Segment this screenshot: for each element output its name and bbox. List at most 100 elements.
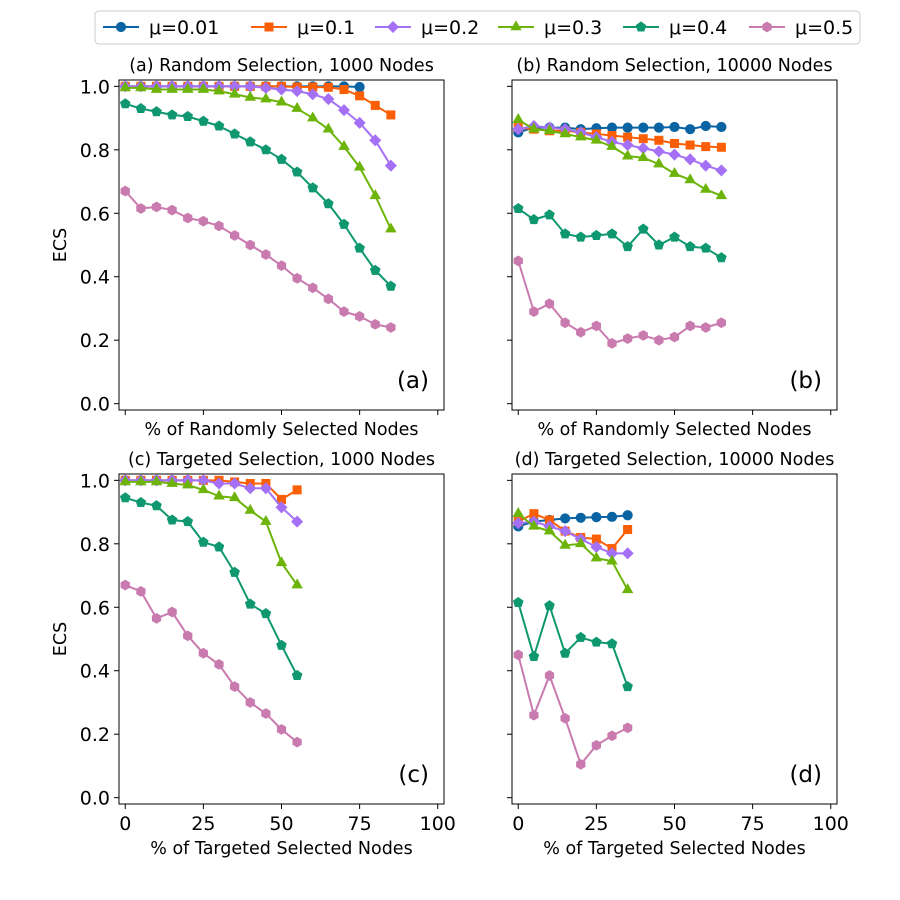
data-point [214, 659, 224, 670]
legend-marker [264, 22, 274, 32]
data-point [606, 140, 618, 150]
data-point [229, 128, 240, 139]
data-point [292, 272, 302, 284]
y-tick-label: 1.0 [80, 470, 110, 492]
y-tick-label: 0.6 [80, 203, 110, 225]
series-0-4 [512, 596, 633, 692]
data-point [354, 242, 365, 253]
data-point [276, 724, 287, 735]
data-point [275, 556, 288, 567]
legend-label: μ=0.2 [421, 17, 479, 39]
data-point [135, 496, 147, 508]
data-point [135, 81, 147, 92]
data-point [700, 182, 712, 193]
data-point [229, 681, 240, 692]
y-axis-label: ECS [51, 228, 71, 262]
legend-entry-0-1: μ=0.1 [251, 17, 355, 39]
data-point [512, 113, 524, 123]
data-point [182, 82, 194, 93]
y-tick-label: 0.2 [80, 724, 110, 746]
data-point [260, 514, 272, 525]
data-point [386, 322, 396, 333]
data-point [512, 517, 525, 530]
data-point [339, 85, 349, 95]
data-point [606, 122, 618, 133]
data-point [307, 182, 319, 193]
data-point [214, 220, 224, 232]
series-line [124, 190, 392, 329]
series-line [124, 584, 298, 743]
data-point [621, 547, 634, 560]
data-point [544, 298, 555, 310]
data-point [638, 330, 648, 341]
data-point [182, 516, 194, 527]
legend-entry-0-4: μ=0.4 [623, 17, 727, 39]
data-point [576, 326, 586, 338]
series-0-3 [512, 113, 728, 200]
data-point [529, 306, 539, 317]
data-point [701, 322, 711, 333]
legend-frame [94, 10, 861, 45]
data-point [668, 167, 681, 177]
data-point [685, 140, 695, 150]
data-point [512, 507, 524, 517]
data-point [621, 583, 634, 594]
data-point [622, 122, 633, 133]
series-0-3 [512, 507, 634, 594]
data-point [291, 101, 303, 112]
data-point [385, 222, 397, 233]
data-point [370, 318, 380, 330]
series-0-4 [119, 492, 303, 681]
legend: μ=0.01 μ=0.1 μ=0.2 μ=0.3 μ=0.4 μ=0.5 [94, 10, 861, 45]
data-point [685, 320, 695, 332]
data-point [591, 320, 602, 332]
x-tick-label: 100 [420, 813, 456, 835]
x-tick-label: 0 [512, 813, 524, 835]
series-0-3 [119, 81, 397, 233]
legend-entry-0-01: μ=0.01 [103, 17, 219, 39]
x-axis-label: % of Randomly Selected Nodes [537, 420, 811, 440]
data-point [669, 231, 680, 242]
data-point [323, 293, 334, 305]
data-point [150, 82, 163, 93]
data-point [183, 630, 193, 642]
series-0-5 [513, 649, 633, 770]
panels-layer: 0.0 0.2 0.4 0.6 0.8 1.0 (a) Random Selection, … [51, 56, 849, 859]
data-point [590, 133, 603, 144]
data-point [716, 121, 727, 133]
data-point [701, 142, 711, 152]
data-point [355, 91, 365, 101]
x-tick-label: 50 [662, 813, 686, 835]
panel-label: (a) [397, 368, 429, 394]
data-point [244, 90, 256, 101]
data-point [136, 203, 146, 214]
data-point [307, 111, 319, 122]
data-point [512, 596, 524, 608]
data-point [260, 608, 272, 619]
data-point [292, 736, 302, 748]
data-point [212, 477, 226, 490]
data-point [607, 730, 617, 742]
data-point [716, 317, 727, 329]
data-point [622, 722, 633, 734]
data-point [151, 613, 162, 624]
data-point [544, 670, 555, 681]
y-tick-label: 0.6 [80, 597, 110, 619]
data-point [136, 586, 146, 597]
data-point [276, 639, 287, 650]
x-tick-label: 100 [813, 813, 849, 835]
data-point [560, 513, 571, 524]
data-point [513, 649, 523, 661]
data-point [119, 81, 131, 92]
data-point [119, 98, 131, 109]
data-point [135, 102, 147, 114]
data-point [622, 681, 633, 692]
series-line [517, 654, 629, 766]
data-point [607, 338, 617, 349]
chart-panel-d: 0 25 50 75 100 (d) Targeted Selection, 10000 … [507, 450, 849, 859]
legend-label: μ=0.5 [795, 17, 853, 39]
data-point [685, 124, 696, 135]
data-point [228, 491, 241, 502]
data-point [560, 712, 570, 724]
data-point [716, 252, 727, 263]
